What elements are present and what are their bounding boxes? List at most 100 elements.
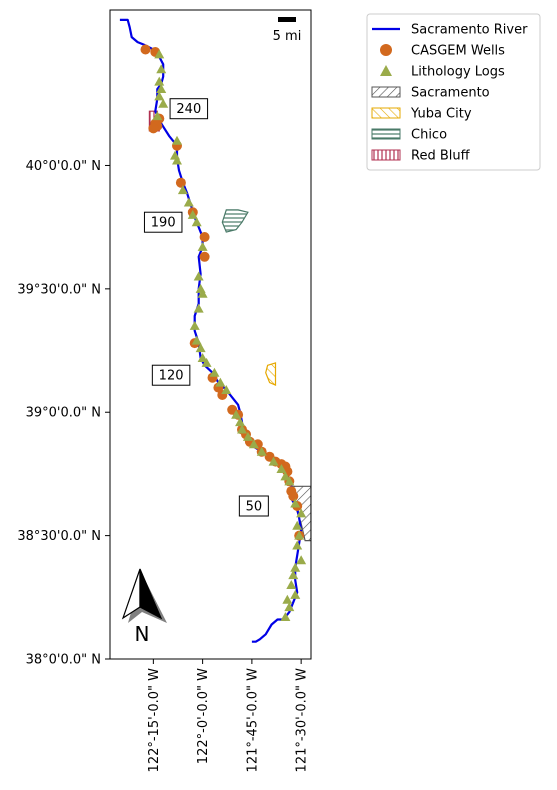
legend-hatch-swatch [371, 86, 401, 98]
river-mile-label: 50 [238, 495, 269, 517]
legend-label: Red Bluff [411, 149, 471, 164]
lithology-log-marker [158, 98, 169, 108]
river-mile-text: 120 [159, 369, 184, 384]
casgem-well-marker [175, 177, 186, 188]
legend-label: Sacramento River [411, 23, 528, 38]
lithology-log-marker [193, 271, 204, 281]
lithology-log-marker [187, 209, 198, 219]
lithology-log-marker [177, 185, 188, 195]
lithology-log-marker [284, 602, 295, 612]
lithology-log-marker [172, 155, 182, 165]
legend-circle-swatch [380, 44, 392, 56]
lithology-log-marker [292, 520, 303, 530]
lithology-log-marker [154, 76, 165, 86]
lithology-log-marker [280, 471, 291, 481]
scale-bar-label: 5 mi [273, 29, 302, 44]
lat-tick-label: 39°30'0.0" N [17, 282, 101, 297]
lithology-log-marker [292, 540, 303, 550]
lon-tick-label: 122°-15'-0.0" W [147, 668, 162, 773]
sacramento-river-line [119, 18, 303, 643]
legend-triangle-swatch [380, 65, 392, 76]
lithology-log-marker [248, 439, 259, 449]
lithology-log-marker [170, 150, 181, 160]
lithology-log-marker [296, 508, 307, 518]
casgem-well-marker [288, 491, 299, 502]
lithology-log-marker [195, 343, 206, 353]
lithology-log-marker [172, 135, 182, 145]
lithology-log-marker [276, 463, 287, 473]
lat-tick-label: 40°0'0.0" N [26, 159, 101, 174]
river-mile-labels: 240 190 120 50 [143, 98, 269, 517]
lithology-log-marker [152, 111, 163, 121]
north-arrow-right [139, 568, 163, 620]
sacramento-river-layer [119, 18, 303, 643]
casgem-wells-layer [140, 44, 305, 541]
lat-tick-label: 38°0'0.0" N [26, 653, 101, 668]
map-plot-area [119, 18, 311, 643]
lithology-log-marker [294, 530, 305, 540]
legend-entry: Red Bluff [371, 149, 471, 164]
lithology-log-marker [284, 476, 295, 486]
lithology-log-marker [197, 352, 208, 362]
legend-label: Yuba City [410, 107, 472, 122]
lithology-log-marker [296, 555, 307, 565]
legend-label: Sacramento [411, 86, 490, 101]
river-mile-text: 50 [246, 500, 263, 515]
legend-hatch-swatch [371, 128, 401, 140]
lithology-log-marker [156, 83, 167, 93]
casgem-well-marker [199, 232, 210, 242]
lithology-log-marker [183, 197, 194, 207]
lithology-log-marker [154, 91, 165, 101]
lithology-log-marker [193, 303, 204, 313]
latitude-axis: 40°0'0.0" N 39°30'0.0" N 39°0'0.0" N 38°30'… [17, 159, 110, 668]
lithology-log-marker [288, 570, 299, 580]
legend-label: CASGEM Wells [411, 44, 505, 59]
legend-hatch-swatch [371, 107, 401, 119]
casgem-well-marker [148, 123, 159, 134]
river-mile-label: 190 [143, 211, 183, 233]
legend-label: Chico [411, 128, 447, 143]
lithology-log-marker [268, 456, 279, 466]
lithology-log-marker [242, 431, 253, 441]
city-chico [221, 209, 249, 233]
legend-entry: Sacramento [371, 86, 490, 101]
map-frame [109, 9, 312, 660]
lithology-log-marker [201, 357, 212, 367]
lithology-log-marker [282, 594, 293, 604]
north-arrow: N [121, 568, 167, 646]
city-yuba-city [265, 362, 277, 387]
lithology-log-marker [197, 241, 208, 251]
lithology-log-marker [156, 64, 167, 74]
lithology-log-marker [197, 288, 208, 298]
legend-entry: Sacramento River [372, 23, 528, 38]
river-mile-text: 240 [176, 102, 201, 117]
legend: Sacramento River CASGEM Wells Lithology Lo… [366, 13, 541, 171]
lithology-log-marker [191, 335, 202, 345]
casgem-well-marker [140, 44, 151, 55]
lithology-log-marker [191, 217, 202, 227]
lithology-log-marker [209, 367, 220, 377]
legend-entry: CASGEM Wells [380, 44, 505, 59]
lithology-logs-layer [152, 49, 307, 622]
lithology-log-marker [290, 498, 301, 508]
legend-entry: Chico [371, 128, 447, 143]
legend-entry: Lithology Logs [380, 65, 505, 80]
river-mile-box [169, 98, 209, 120]
river-mile-box [238, 495, 269, 517]
lat-tick-label: 39°0'0.0" N [26, 406, 101, 421]
river-mile-box [151, 364, 191, 386]
river-mile-label: 240 [169, 98, 209, 120]
longitude-axis: 122°-15'-0.0" W 122°-0'-0.0" W 121°-45'-0.… [147, 659, 310, 772]
lithology-log-marker [290, 589, 301, 599]
casgem-well-marker [199, 251, 210, 262]
lithology-log-marker [231, 409, 242, 419]
lithology-log-marker [154, 49, 165, 59]
north-label: N [135, 622, 150, 646]
lithology-log-marker [256, 446, 267, 456]
lithology-log-marker [221, 385, 232, 395]
river-mile-label: 120 [151, 364, 191, 386]
lithology-log-marker [215, 377, 226, 387]
river-mile-text: 190 [151, 216, 176, 231]
lithology-log-marker [280, 612, 291, 622]
